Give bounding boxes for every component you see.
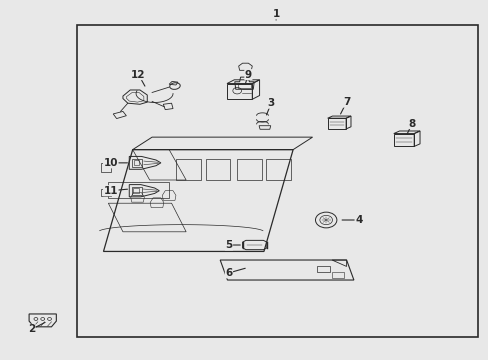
Text: 7: 7: [342, 97, 349, 107]
Text: 3: 3: [267, 98, 274, 108]
Text: 9: 9: [244, 69, 251, 80]
Text: 10: 10: [103, 158, 118, 168]
Text: 1: 1: [272, 9, 279, 19]
Text: 2: 2: [28, 324, 35, 334]
Text: 11: 11: [103, 186, 118, 196]
Text: 4: 4: [354, 215, 362, 225]
Bar: [133, 188, 139, 193]
Text: 8: 8: [408, 118, 415, 129]
Bar: [133, 160, 139, 165]
Bar: [131, 158, 142, 167]
Bar: [238, 83, 250, 88]
Bar: [77, 24, 477, 337]
Bar: [131, 186, 142, 195]
Text: 12: 12: [131, 69, 145, 80]
Text: 6: 6: [225, 268, 232, 278]
Text: 5: 5: [225, 240, 232, 250]
